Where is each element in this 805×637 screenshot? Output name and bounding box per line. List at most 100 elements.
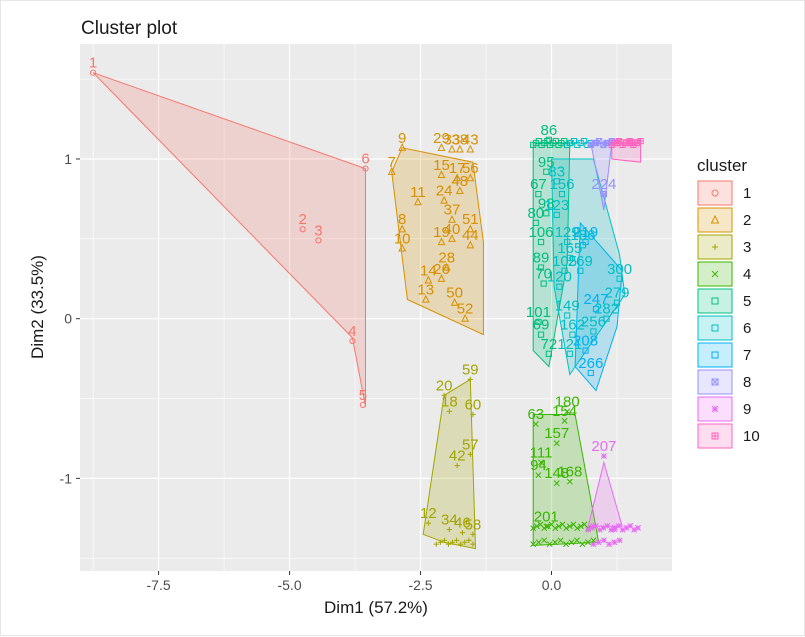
cluster-6-point-label: 120 — [547, 269, 572, 286]
cluster-2-point-label: 50 — [446, 285, 463, 302]
point-marker — [467, 376, 473, 382]
cluster-3-point-label: 20 — [436, 377, 453, 394]
point-marker — [470, 541, 476, 547]
legend-label-10: 10 — [743, 428, 760, 445]
point-marker — [544, 523, 551, 530]
point-marker — [567, 139, 574, 147]
legend-key-7 — [697, 342, 733, 368]
point-marker — [584, 141, 591, 149]
cluster-1-point-label: 2 — [298, 211, 306, 228]
cluster-1-point-label: 4 — [348, 323, 356, 340]
cluster-5-point-label: 80 — [527, 205, 544, 222]
cluster-hulls — [92, 72, 642, 550]
x-tick-label: -7.5 — [147, 577, 171, 593]
point-marker — [450, 297, 459, 306]
point-marker — [603, 315, 610, 322]
cluster-3-point-label: 59 — [462, 361, 479, 378]
point-marker — [608, 141, 615, 149]
cluster-1-point-label: 6 — [361, 151, 369, 168]
cluster-2-point-label: 29 — [433, 130, 450, 147]
point-marker — [442, 262, 451, 271]
point-marker — [455, 144, 464, 153]
point-marker — [437, 170, 446, 179]
point-marker — [577, 523, 584, 530]
cluster-6-point-label: 123 — [544, 197, 569, 214]
x-tick-label: 0.0 — [542, 577, 562, 593]
point-marker — [433, 541, 439, 547]
point-marker — [538, 459, 544, 466]
point-marker — [446, 408, 452, 414]
point-marker — [552, 525, 559, 532]
point-marker — [564, 141, 571, 149]
point-marker — [349, 337, 356, 345]
point-marker — [398, 224, 407, 233]
point-marker — [362, 165, 369, 172]
point-marker — [446, 526, 452, 533]
cluster-2-point-label: 48 — [451, 173, 468, 190]
cluster-6-point-label: 165 — [557, 240, 582, 257]
cluster-2-point-label: 37 — [444, 202, 461, 219]
point-marker — [541, 537, 548, 544]
cluster-3-point-label: 60 — [465, 396, 482, 413]
x-tick-label: -5.0 — [277, 577, 301, 593]
point-marker — [553, 480, 560, 487]
cluster-6-point-label: 279 — [604, 285, 629, 302]
cluster-7-point-label: 208 — [573, 333, 598, 350]
cluster-3-point-label: 18 — [441, 393, 458, 410]
point-marker — [553, 211, 560, 218]
point-marker — [615, 137, 623, 145]
point-marker — [564, 408, 571, 415]
point-marker — [398, 143, 407, 151]
point-marker — [711, 297, 719, 305]
point-marker — [711, 324, 719, 332]
point-marker — [582, 347, 589, 354]
y-tick-label: 0 — [64, 311, 72, 327]
x-tick-label: -2.5 — [408, 577, 432, 593]
point-marker — [563, 525, 570, 532]
cluster-4-point-label: 168 — [557, 464, 582, 481]
cluster-5-point-label: 98 — [538, 195, 555, 212]
point-marker — [545, 350, 552, 357]
legend-key-1 — [697, 180, 733, 206]
cluster-6-point-label: 129 — [555, 224, 580, 241]
point-marker — [600, 191, 607, 198]
point-marker — [616, 537, 623, 544]
chart-title: Cluster plot — [81, 18, 178, 39]
cluster-4-point-label: 111 — [530, 444, 553, 461]
point-marker — [448, 234, 456, 242]
point-marker — [461, 313, 469, 322]
cluster-6-point-label: 269 — [568, 253, 593, 270]
point-marker — [448, 144, 456, 153]
cluster-5-point-label: 101 — [526, 304, 551, 321]
legend-key-5 — [697, 288, 733, 314]
legend-label-4: 4 — [743, 266, 751, 283]
cluster-5-point-label: 95 — [538, 154, 555, 171]
point-marker — [570, 137, 578, 145]
cluster-2-point-label: 11 — [410, 184, 426, 201]
point-marker — [616, 275, 623, 282]
point-marker — [566, 254, 573, 262]
cluster-2-point-label: 33 — [444, 131, 461, 148]
point-marker — [600, 453, 607, 459]
point-marker — [592, 523, 599, 529]
point-marker — [299, 226, 306, 233]
cluster-4-point-label: 148 — [544, 465, 569, 482]
legend-key-6 — [697, 315, 733, 341]
point-marker — [584, 539, 591, 546]
point-marker — [421, 294, 430, 303]
cluster-6-point-label: 105 — [552, 253, 577, 270]
cluster-6-point-label: 282 — [594, 301, 619, 318]
y-axis-title: Dim2 (33.5%) — [28, 255, 47, 359]
cluster-2-point-label: 7 — [388, 154, 396, 171]
cluster-2-point-label: 17 — [449, 160, 466, 177]
legend-label-7: 7 — [743, 347, 751, 364]
point-marker — [566, 350, 573, 357]
point-marker — [466, 537, 472, 543]
cluster-5-point-label: 69 — [533, 317, 550, 334]
point-marker — [470, 531, 476, 537]
cluster-2-point-label: 19 — [433, 224, 450, 241]
cluster-3-point-label: 58 — [465, 516, 482, 533]
point-marker — [564, 312, 571, 319]
point-marker — [466, 144, 475, 153]
